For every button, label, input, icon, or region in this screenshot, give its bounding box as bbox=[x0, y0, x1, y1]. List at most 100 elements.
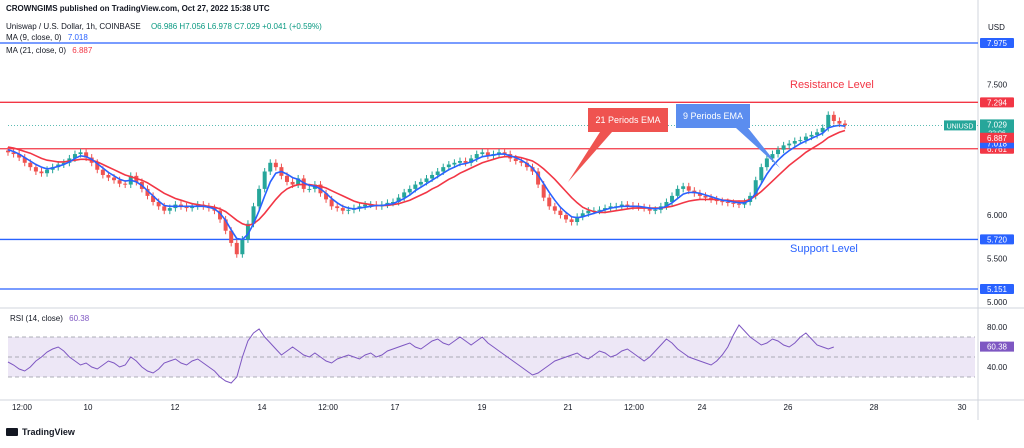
candle-body bbox=[792, 140, 797, 144]
rsi-legend-label: RSI (14, close) bbox=[10, 314, 63, 323]
tradingview-logo-icon bbox=[6, 428, 18, 436]
ma21-legend[interactable]: MA (21, close, 0) 6.887 bbox=[6, 46, 92, 55]
candle-body bbox=[670, 195, 675, 202]
rsi-legend[interactable]: RSI (14, close) 60.38 bbox=[10, 314, 89, 323]
candle-body bbox=[218, 210, 223, 220]
ma9-line bbox=[7, 124, 846, 241]
candle-body bbox=[541, 184, 546, 198]
candle-body bbox=[335, 206, 340, 209]
candle-body bbox=[457, 161, 462, 163]
candle-body bbox=[469, 158, 474, 163]
candle-body bbox=[843, 123, 847, 126]
candle-body bbox=[558, 210, 563, 216]
level-tag bbox=[980, 97, 1014, 108]
candle-body bbox=[39, 171, 44, 174]
candle-body bbox=[391, 201, 396, 203]
candle-body bbox=[513, 158, 518, 162]
candle-body bbox=[625, 204, 630, 206]
candle-body bbox=[759, 167, 764, 181]
candle-body bbox=[480, 152, 485, 155]
candle-body bbox=[363, 204, 368, 207]
level-tag-label: 7.294 bbox=[987, 98, 1008, 107]
candle-body bbox=[809, 134, 814, 137]
candle-body bbox=[273, 162, 278, 168]
level-tag bbox=[980, 234, 1014, 245]
time-tick-label: 28 bbox=[870, 403, 879, 412]
candle-body bbox=[552, 206, 557, 211]
candle-body bbox=[798, 140, 803, 142]
candle-body bbox=[329, 199, 334, 207]
candle-body bbox=[45, 169, 50, 174]
candle-body bbox=[245, 223, 250, 240]
symbol-tag-label: UNIUSD bbox=[947, 123, 974, 130]
tradingview-brand: TradingView bbox=[22, 427, 75, 437]
ma21-line bbox=[7, 129, 846, 227]
time-tick-label: 14 bbox=[258, 403, 267, 412]
candle-body bbox=[664, 201, 669, 207]
symbol-name: Uniswap / U.S. Dollar, 1h, COINBASE bbox=[6, 22, 141, 31]
candle-body bbox=[441, 167, 446, 172]
ma21-legend-label: MA (21, close, 0) bbox=[6, 46, 67, 55]
symbol-line: Uniswap / U.S. Dollar, 1h, COINBASE O6.9… bbox=[6, 22, 322, 31]
candle-body bbox=[446, 164, 451, 168]
support-label: Support Level bbox=[790, 243, 858, 255]
candle-body bbox=[268, 162, 273, 172]
candle-body bbox=[357, 206, 362, 209]
candle-body bbox=[251, 206, 256, 224]
candle-body bbox=[151, 195, 156, 202]
candle-body bbox=[262, 171, 267, 189]
publisher-line: CROWNGIMS published on TradingView.com, … bbox=[6, 4, 270, 13]
candle-body bbox=[435, 171, 440, 175]
candle-body bbox=[296, 178, 301, 185]
candle-body bbox=[145, 188, 150, 196]
rsi-tick-label: 80.00 bbox=[987, 323, 1008, 332]
time-tick-label: 17 bbox=[391, 403, 400, 412]
time-tick-label: 12:00 bbox=[318, 403, 339, 412]
candle-body bbox=[776, 149, 781, 155]
candle-body bbox=[17, 154, 22, 158]
ma9-legend[interactable]: MA (9, close, 0) 7.018 bbox=[6, 33, 88, 42]
ma9-legend-label: MA (9, close, 0) bbox=[6, 33, 62, 42]
candle-body bbox=[28, 162, 33, 168]
candle-body bbox=[837, 120, 842, 124]
candle-body bbox=[385, 202, 390, 205]
candle-body bbox=[396, 197, 401, 202]
candle-body bbox=[736, 203, 741, 205]
ohlc-values: O6.986 H7.056 L6.978 C7.029 +0.041 (+0.5… bbox=[150, 22, 322, 31]
candle-body bbox=[703, 195, 708, 198]
price-tick-label: 5.500 bbox=[987, 255, 1008, 264]
time-tick-label: 26 bbox=[784, 403, 793, 412]
time-tick-label: 12:00 bbox=[624, 403, 645, 412]
candle-body bbox=[474, 154, 479, 159]
current-price-label: 7.029 bbox=[987, 120, 1008, 129]
rsi-tick-label: 40.00 bbox=[987, 363, 1008, 372]
rsi-value-label: 60.38 bbox=[987, 343, 1008, 352]
time-tick-label: 19 bbox=[478, 403, 487, 412]
candle-body bbox=[234, 242, 239, 255]
rsi-line bbox=[7, 324, 834, 384]
candle-body bbox=[603, 208, 608, 210]
candle-body bbox=[803, 136, 808, 141]
candle-body bbox=[190, 206, 195, 209]
candle-body bbox=[402, 192, 407, 198]
tradingview-footer[interactable]: TradingView bbox=[6, 427, 75, 437]
candle-body bbox=[72, 154, 77, 159]
candle-body bbox=[681, 186, 686, 189]
price-tick-label: 6.000 bbox=[987, 211, 1008, 220]
ma-price-tag-label: 7.018 bbox=[987, 139, 1008, 148]
time-tick-label: 24 bbox=[698, 403, 707, 412]
candle-body bbox=[714, 199, 719, 202]
candle-body bbox=[586, 210, 591, 214]
ema21-callout-pointer bbox=[568, 132, 612, 182]
ma-price-tag-label: 6.887 bbox=[987, 134, 1008, 143]
level-tag bbox=[980, 38, 1014, 48]
resistance-label: Resistance Level bbox=[790, 79, 874, 91]
candle-body bbox=[497, 152, 502, 155]
time-tick-label: 12:00 bbox=[12, 403, 33, 412]
candle-body bbox=[686, 186, 691, 191]
candle-body bbox=[575, 216, 580, 223]
ema9-callout-label: 9 Periods EMA bbox=[683, 111, 743, 121]
candle-body bbox=[223, 219, 228, 231]
candle-body bbox=[240, 239, 245, 255]
